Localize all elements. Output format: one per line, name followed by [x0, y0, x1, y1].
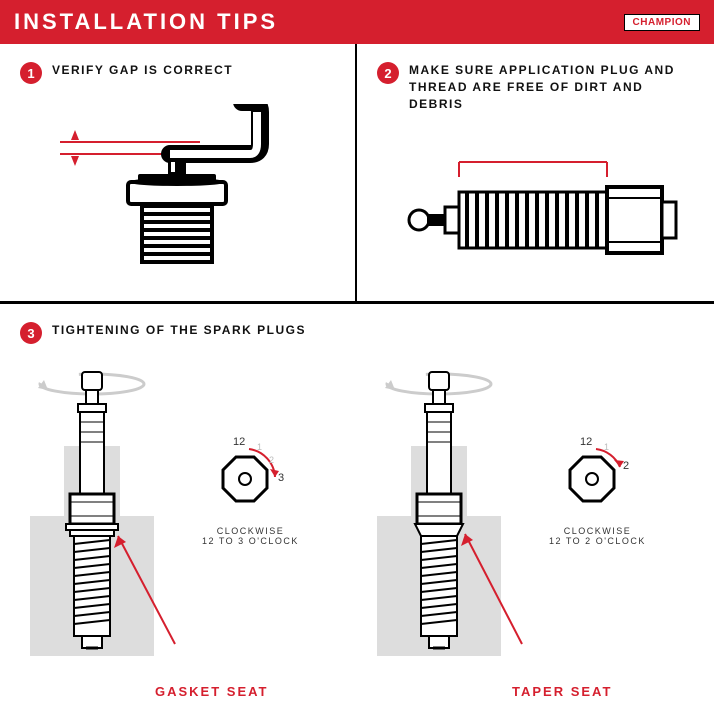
step-header-3: 3 TIGHTENING OF THE SPARK PLUGS	[20, 322, 694, 344]
clock1-2: 2	[269, 455, 274, 465]
taper-seat-column: 12 1 2 CLOCKWISE 12 TO 2 O'CLOCK TAPER S…	[367, 364, 704, 704]
clock1-3: 3	[278, 472, 284, 484]
step-header-2: 2 MAKE SURE APPLICATION PLUG AND THREAD …	[377, 62, 694, 112]
step-title-3: TIGHTENING OF THE SPARK PLUGS	[52, 322, 306, 339]
step-number-1: 1	[20, 62, 42, 84]
clock2-2: 2	[623, 460, 629, 472]
step-title-2: MAKE SURE APPLICATION PLUG AND THREAD AR…	[409, 62, 694, 112]
taper-plug-diagram	[367, 364, 707, 684]
clock2-1: 1	[604, 442, 609, 452]
gasket-seat-label: GASKET SEAT	[155, 684, 269, 699]
header-bar: INSTALLATION TIPS CHAMPION	[0, 0, 714, 44]
gasket-seat-column: 12 1 2 3 CLOCKWISE 12 TO 3 O'CLOCK GASKE…	[20, 364, 357, 704]
panel-clean-thread: 2 MAKE SURE APPLICATION PLUG AND THREAD …	[357, 44, 714, 301]
clock1-1: 1	[257, 442, 262, 452]
step-number-3: 3	[20, 322, 42, 344]
clock2-label: CLOCKWISE 12 TO 2 O'CLOCK	[549, 526, 646, 546]
plugs-row: 12 1 2 3 CLOCKWISE 12 TO 3 O'CLOCK GASKE…	[20, 364, 694, 704]
step-number-2: 2	[377, 62, 399, 84]
panel-verify-gap: 1 VERIFY GAP IS CORRECT	[0, 44, 357, 301]
clock2-12: 12	[580, 436, 592, 448]
gap-diagram	[20, 104, 335, 274]
step-title-1: VERIFY GAP IS CORRECT	[52, 62, 233, 79]
panel-tightening: 3 TIGHTENING OF THE SPARK PLUGS	[0, 304, 714, 722]
clock1-label: CLOCKWISE 12 TO 3 O'CLOCK	[202, 526, 299, 546]
step-header-1: 1 VERIFY GAP IS CORRECT	[20, 62, 335, 84]
gasket-plug-diagram	[20, 364, 360, 684]
top-panels: 1 VERIFY GAP IS CORRECT	[0, 44, 714, 304]
thread-diagram	[377, 132, 694, 302]
page-title: INSTALLATION TIPS	[14, 9, 278, 35]
taper-seat-label: TAPER SEAT	[512, 684, 612, 699]
brand-logo: CHAMPION	[624, 14, 700, 31]
clock1-12: 12	[233, 436, 245, 448]
